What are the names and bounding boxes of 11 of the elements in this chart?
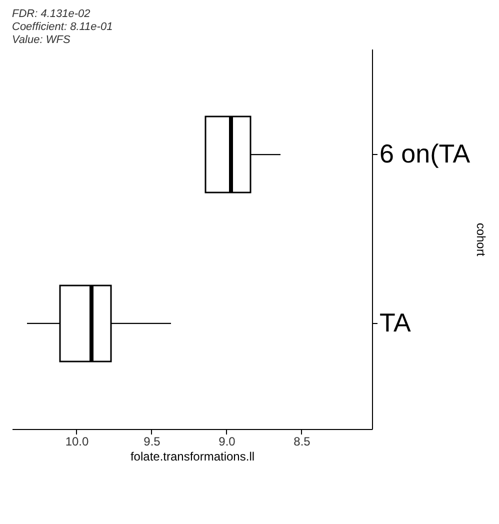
y-tick-label: 6 on(TA [380, 138, 471, 169]
x-tick-label: 9.5 [144, 434, 161, 448]
y-axis-title: cohort [474, 222, 488, 257]
x-tick-label: 9.0 [218, 434, 236, 448]
x-tick-label: 8.5 [294, 434, 311, 448]
text: Value: WFS [12, 34, 71, 46]
text: FDR: 4.131e-02 [12, 8, 90, 20]
x-axis-title: folate.transformations.ll [130, 450, 255, 464]
y-tick-label: TA [380, 307, 412, 338]
text: Coefficient: 8.11e-01 [12, 21, 113, 33]
x-tick-label: 10.0 [65, 434, 89, 448]
